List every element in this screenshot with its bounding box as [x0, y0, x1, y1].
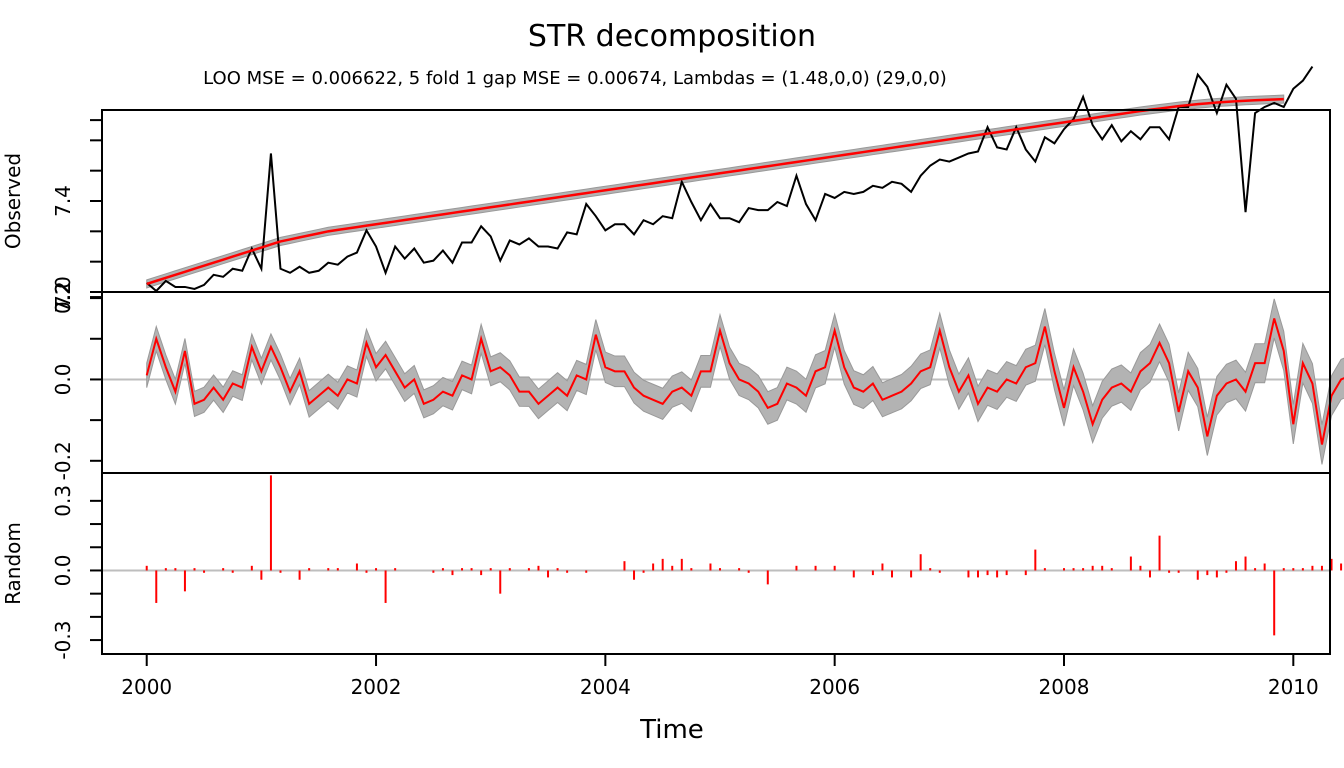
y-tick-label: 7.4 [51, 185, 75, 217]
x-axis: 2000 2002 2004 2006 2008 2010 [121, 653, 1319, 699]
y-axis-label: Random [1, 522, 25, 605]
chart-title: STR decomposition [528, 19, 816, 54]
y-tick-label: 0.3 [51, 485, 75, 517]
panel-frame [101, 472, 1331, 655]
observed-line [146, 65, 1314, 293]
panel-frame [101, 109, 1331, 293]
confidence-band [146, 94, 1285, 289]
x-tick-label: 2010 [1268, 675, 1319, 699]
y-axis-label: Observed [1, 153, 25, 249]
x-axis-label: Time [639, 715, 704, 745]
y-tick-label: 0.0 [51, 555, 75, 587]
chart-subtitle: LOO MSE = 0.006622, 5 fold 1 gap MSE = 0… [203, 68, 947, 89]
x-tick-label: 2002 [351, 675, 402, 699]
y-tick-label: 0.2 [51, 282, 75, 314]
y-tick-label: 7.2 [51, 281, 75, 313]
seasonal-line [145, 318, 1344, 445]
x-tick-label: 2000 [121, 675, 172, 699]
panel-3: -0.3 0.0 0.3 Random [1, 472, 1343, 660]
chart-titles: STR decomposition LOO MSE = 0.006622, 5 … [203, 19, 947, 745]
y-tick-label: -0.3 [51, 621, 75, 660]
panel-1: 7.0 7.4 7.2 Observed [1, 65, 1331, 313]
y-tick-label: 7.0 [51, 276, 75, 308]
x-tick-label: 2004 [580, 675, 631, 699]
x-tick-label: 2008 [1039, 675, 1090, 699]
y-tick-label: -0.2 [51, 441, 75, 480]
panels: 7.0 7.4 7.2 Observed -0.2 0.0 0.2 -0.3 0.0 0.3 Ran… [1, 65, 1344, 660]
y-tick-label: 0.0 [51, 364, 75, 396]
panel-2: -0.2 0.0 0.2 [51, 282, 1344, 480]
trend-line [146, 97, 1284, 286]
x-tick-label: 2006 [809, 675, 860, 699]
